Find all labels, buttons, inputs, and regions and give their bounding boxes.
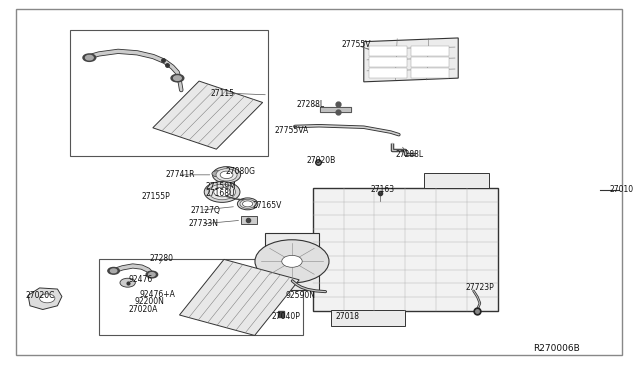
Circle shape bbox=[212, 171, 222, 177]
Circle shape bbox=[216, 169, 237, 181]
Circle shape bbox=[209, 184, 236, 200]
Circle shape bbox=[237, 198, 258, 210]
Text: 27288L: 27288L bbox=[297, 100, 325, 109]
Bar bbox=[70, 30, 268, 156]
Polygon shape bbox=[321, 107, 351, 112]
Circle shape bbox=[83, 54, 96, 61]
Circle shape bbox=[240, 199, 255, 208]
Text: 27020C: 27020C bbox=[26, 291, 55, 300]
Circle shape bbox=[243, 201, 253, 207]
Text: 27018: 27018 bbox=[335, 312, 359, 321]
Polygon shape bbox=[364, 38, 458, 82]
Text: 27080G: 27080G bbox=[225, 167, 255, 176]
Text: 27741R: 27741R bbox=[166, 170, 195, 179]
Circle shape bbox=[214, 187, 230, 197]
Text: 27115: 27115 bbox=[211, 89, 235, 97]
Text: 92590N: 92590N bbox=[286, 291, 316, 300]
Text: R270006B: R270006B bbox=[533, 344, 580, 353]
Text: 27723P: 27723P bbox=[466, 283, 495, 292]
Circle shape bbox=[255, 240, 329, 283]
Circle shape bbox=[171, 74, 184, 82]
Circle shape bbox=[111, 269, 116, 273]
Text: 27168U: 27168U bbox=[205, 189, 235, 198]
Bar bbox=[411, 46, 449, 56]
Text: 27010: 27010 bbox=[609, 185, 634, 194]
Text: 27755VA: 27755VA bbox=[275, 126, 308, 135]
Circle shape bbox=[120, 278, 135, 287]
Circle shape bbox=[173, 76, 181, 80]
Text: 27755V: 27755V bbox=[341, 40, 371, 49]
Text: 27165V: 27165V bbox=[252, 201, 282, 210]
Polygon shape bbox=[28, 288, 62, 310]
Bar bbox=[369, 57, 407, 67]
Text: 92476: 92476 bbox=[129, 275, 153, 284]
Circle shape bbox=[220, 171, 233, 179]
Text: 27163: 27163 bbox=[370, 185, 394, 194]
Text: 27280: 27280 bbox=[150, 254, 174, 263]
Circle shape bbox=[204, 182, 240, 202]
Circle shape bbox=[282, 256, 302, 267]
Text: 27020B: 27020B bbox=[307, 156, 335, 165]
Circle shape bbox=[108, 267, 119, 274]
Circle shape bbox=[86, 55, 93, 60]
Bar bbox=[369, 46, 407, 56]
Circle shape bbox=[212, 167, 241, 183]
Text: 27127Q: 27127Q bbox=[190, 206, 220, 215]
Text: 27288L: 27288L bbox=[396, 150, 424, 159]
Text: 27155P: 27155P bbox=[141, 192, 170, 201]
Bar bbox=[411, 68, 449, 78]
Text: 27020A: 27020A bbox=[129, 305, 158, 314]
Bar bbox=[241, 216, 257, 224]
Bar bbox=[369, 68, 407, 78]
Polygon shape bbox=[153, 81, 262, 149]
Bar bbox=[99, 259, 303, 335]
Bar bbox=[265, 232, 319, 290]
Bar bbox=[424, 173, 488, 188]
Text: 92200N: 92200N bbox=[134, 297, 164, 306]
Text: 27159M: 27159M bbox=[205, 182, 236, 191]
Text: 92476+A: 92476+A bbox=[139, 290, 175, 299]
Circle shape bbox=[148, 273, 155, 276]
Bar bbox=[332, 310, 405, 326]
Bar bbox=[411, 57, 449, 67]
Text: 27733N: 27733N bbox=[189, 219, 219, 228]
Bar bbox=[313, 188, 498, 311]
Circle shape bbox=[146, 271, 157, 278]
Circle shape bbox=[40, 294, 55, 303]
Polygon shape bbox=[179, 259, 299, 336]
Text: 27040P: 27040P bbox=[271, 312, 300, 321]
